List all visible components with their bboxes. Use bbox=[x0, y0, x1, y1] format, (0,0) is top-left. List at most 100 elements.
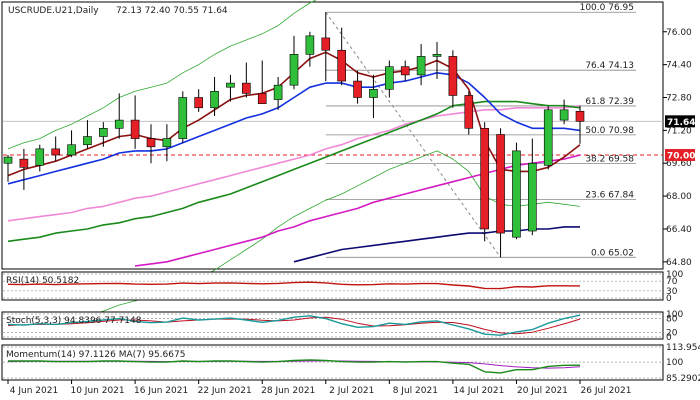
x-tick-label: 14 Jul 2021 bbox=[453, 386, 504, 396]
current-price-tag-bg bbox=[665, 115, 695, 128]
candle-body bbox=[257, 93, 267, 104]
candle bbox=[385, 60, 394, 98]
candle bbox=[559, 99, 569, 125]
y-tick-label: 69.60 bbox=[666, 159, 692, 169]
candle bbox=[543, 105, 553, 170]
rsi-label: RSI(14) 50.5182 bbox=[6, 276, 79, 286]
main-panel: 100.0 76.95 76.4 74.13 61.8 72.39 50.0 70.9… bbox=[1, 0, 664, 330]
x-tick-label: 26 Jul 2021 bbox=[581, 386, 632, 396]
candle bbox=[114, 93, 124, 139]
sma-pink-line bbox=[7, 104, 581, 222]
current-price-tag-text: 71.64 bbox=[667, 118, 695, 128]
panel-level-label: 113.9545 bbox=[666, 343, 700, 353]
candle-body bbox=[353, 80, 362, 98]
candle bbox=[480, 122, 489, 242]
candle bbox=[575, 105, 585, 144]
x-axis: 4 Jun 2021 10 Jun 2021 16 Jun 2021 22 Jun 2… bbox=[7, 380, 632, 396]
candle-body bbox=[528, 162, 537, 232]
candle bbox=[3, 155, 13, 182]
panel-level-label: 100 bbox=[666, 310, 683, 320]
panel-level-label: 0 bbox=[666, 333, 672, 343]
candle-body bbox=[543, 109, 553, 166]
x-tick-label: 10 Jun 2021 bbox=[70, 386, 124, 396]
panel-level-label: 0 bbox=[666, 294, 672, 304]
x-tick-label: 20 Jul 2021 bbox=[517, 386, 568, 396]
candle-body bbox=[400, 66, 410, 76]
symbol-title: USCRUDE.U21,Daily bbox=[8, 6, 99, 16]
momentum-label: Momentum(14) 97.1126 MA(7) 95.6675 bbox=[6, 350, 185, 360]
fib-level-label: 50.0 70.98 bbox=[585, 126, 634, 136]
x-tick-label: 4 Jun 2021 bbox=[10, 386, 58, 396]
candle bbox=[257, 60, 267, 104]
candle bbox=[369, 74, 378, 119]
rsi-line bbox=[7, 281, 581, 290]
candle bbox=[464, 91, 474, 135]
panel-level-label: 30 bbox=[666, 287, 678, 297]
candle-body bbox=[194, 97, 203, 109]
candle bbox=[226, 74, 235, 102]
candle-body bbox=[559, 109, 569, 121]
candle bbox=[242, 62, 251, 98]
candle bbox=[448, 50, 458, 108]
stoch-plot bbox=[3, 313, 663, 338]
momentum-panel: Momentum(14) 97.1126 MA(7) 95.6675 bbox=[1, 344, 664, 381]
candle bbox=[210, 76, 219, 116]
candle bbox=[194, 89, 203, 112]
alert-price-tag-bg bbox=[665, 149, 695, 162]
candle bbox=[305, 31, 315, 67]
candle bbox=[130, 95, 140, 149]
candle-body bbox=[146, 138, 156, 148]
panel-level-label: 100 bbox=[666, 358, 683, 368]
fib-level-label: 38.2 69.58 bbox=[585, 155, 634, 165]
candle-body bbox=[83, 136, 92, 146]
candle-body bbox=[114, 119, 124, 129]
candle bbox=[321, 12, 331, 82]
x-tick-label: 8 Jul 2021 bbox=[393, 386, 438, 396]
x-tick-label: 28 Jun 2021 bbox=[261, 386, 315, 396]
candle-body bbox=[3, 156, 13, 164]
fib-level-label: 100.0 76.95 bbox=[580, 3, 634, 13]
candle bbox=[512, 142, 521, 240]
candle bbox=[162, 124, 172, 162]
candle-body bbox=[67, 144, 76, 156]
candle bbox=[19, 148, 29, 190]
rsi-panel: RSI(14) 50.5182 bbox=[1, 271, 664, 301]
candle-body bbox=[35, 148, 45, 166]
candle-body bbox=[289, 54, 299, 86]
candle-body bbox=[273, 84, 283, 100]
candle-body bbox=[416, 56, 426, 76]
stoch-label: Stoch(5,3,3) 94.8396 77.7148 bbox=[6, 316, 142, 326]
candle-body bbox=[575, 110, 585, 122]
y-tick-label: 74.40 bbox=[666, 61, 692, 71]
panel-level-label: 100 bbox=[666, 270, 683, 280]
candle bbox=[99, 122, 108, 147]
y-tick-label: 64.80 bbox=[666, 258, 692, 268]
candle-body bbox=[464, 95, 474, 129]
candle-body bbox=[178, 97, 188, 139]
candle bbox=[432, 42, 442, 80]
stoch-k-line bbox=[7, 314, 581, 336]
candle-body bbox=[432, 54, 442, 57]
candle-body bbox=[242, 82, 251, 94]
panel-level-label: 80 bbox=[666, 315, 678, 325]
candle bbox=[35, 144, 45, 172]
fib-level-label: 0.0 65.02 bbox=[591, 248, 634, 258]
stoch-d-line bbox=[7, 316, 581, 335]
bollinger-upper-line bbox=[7, 0, 317, 150]
candle-body bbox=[480, 128, 489, 230]
y-tick-label: 68.00 bbox=[666, 192, 692, 202]
main-labels: 100.0 76.95 76.4 74.13 61.8 72.39 50.0 70.9… bbox=[580, 3, 635, 258]
momentum-plot bbox=[3, 346, 663, 379]
candle bbox=[51, 136, 60, 162]
sma-magenta-line bbox=[135, 154, 581, 267]
candle-body bbox=[512, 150, 521, 238]
fib-level-label: 23.6 67.84 bbox=[585, 190, 634, 200]
candle bbox=[353, 70, 362, 104]
x-tick-label: 16 Jun 2021 bbox=[134, 386, 188, 396]
candle bbox=[416, 44, 426, 86]
candle bbox=[337, 27, 346, 86]
candle-body bbox=[337, 49, 346, 82]
panel-level-label: 85.2902 bbox=[666, 374, 700, 384]
candles bbox=[3, 12, 585, 258]
candle-body bbox=[162, 138, 172, 148]
